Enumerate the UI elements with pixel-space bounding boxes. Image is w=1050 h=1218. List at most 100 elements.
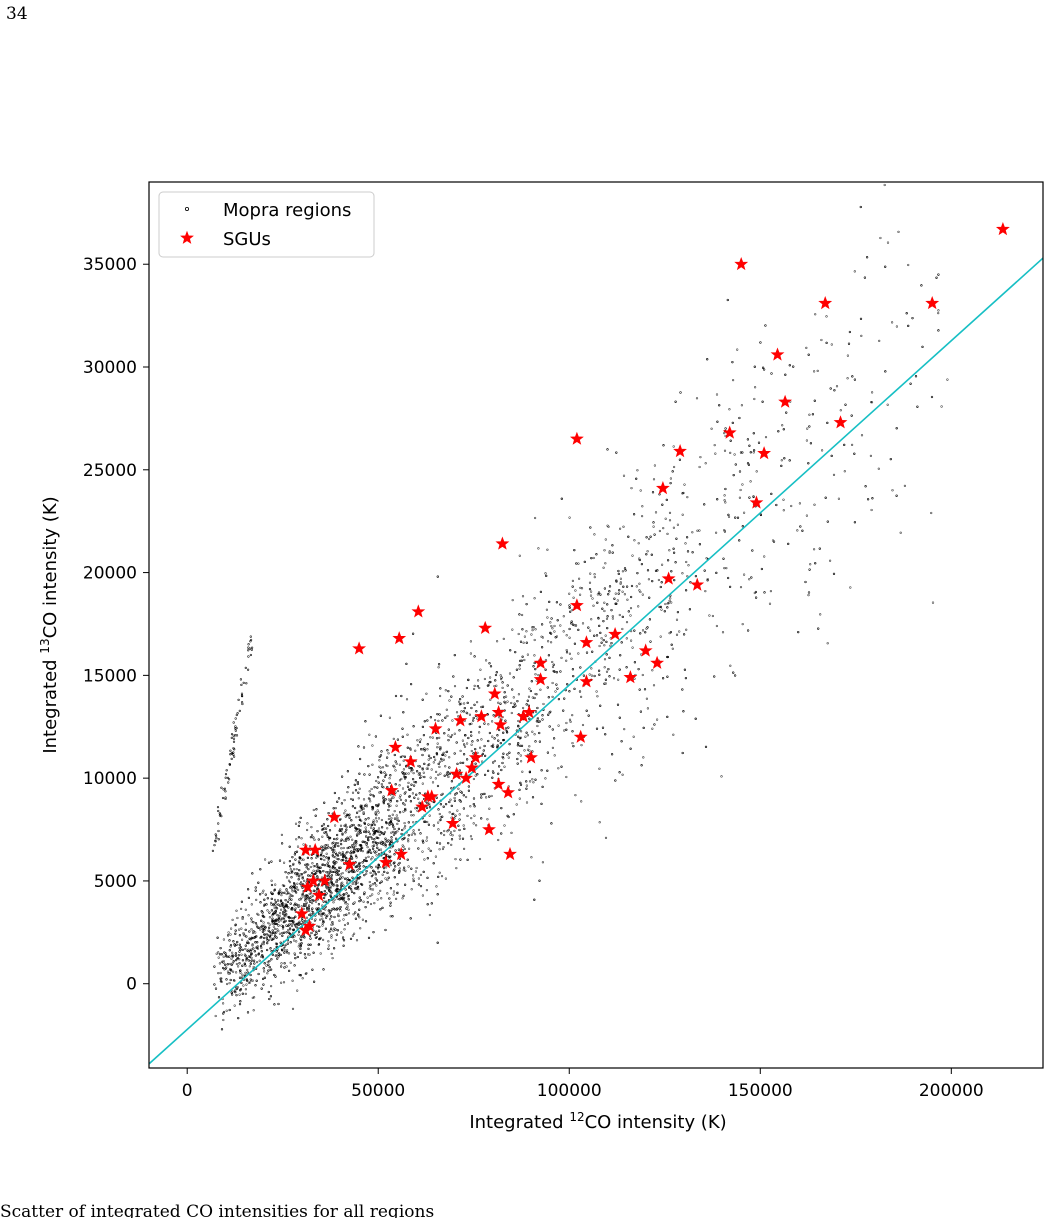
mopra-point [281, 934, 284, 937]
mopra-point [411, 792, 415, 795]
mopra-point [536, 706, 539, 710]
mopra-point [393, 865, 397, 868]
mopra-point [387, 817, 391, 821]
mopra-point [486, 818, 489, 821]
mopra-point [414, 807, 417, 810]
mopra-point [274, 903, 277, 906]
mopra-point [685, 536, 689, 539]
mopra-point [405, 662, 408, 666]
mopra-point [340, 838, 343, 841]
mopra-point [497, 728, 501, 732]
mopra-point [739, 488, 742, 492]
mopra-point [860, 434, 864, 437]
mopra-point [474, 774, 477, 777]
mopra-point [375, 850, 378, 853]
mopra-point [398, 870, 401, 873]
mopra-point [741, 451, 744, 454]
mopra-point [495, 684, 498, 687]
mopra-point [281, 949, 284, 952]
mopra-point [353, 783, 356, 787]
mopra-point [228, 972, 231, 975]
mopra-point [553, 624, 556, 628]
mopra-point [230, 957, 233, 960]
mopra-point [570, 657, 573, 660]
mopra-point [853, 452, 856, 455]
mopra-point [848, 330, 852, 334]
mopra-point [369, 826, 373, 829]
mopra-point [444, 716, 447, 719]
mopra-point [450, 695, 453, 698]
mopra-point [435, 753, 439, 756]
mopra-point [279, 941, 282, 944]
mopra-point [515, 803, 518, 806]
mopra-point [295, 838, 298, 841]
mopra-point [270, 860, 273, 863]
mopra-point [290, 898, 293, 901]
mopra-point [640, 514, 644, 518]
mopra-point [723, 499, 726, 502]
mopra-point [386, 749, 389, 752]
mopra-point [930, 511, 933, 515]
mopra-point [461, 739, 465, 742]
mopra-point [478, 686, 481, 690]
mopra-point [504, 695, 508, 698]
mopra-point [272, 913, 275, 916]
mopra-point [342, 899, 345, 902]
mopra-point [739, 451, 743, 454]
mopra-point [221, 1002, 225, 1005]
mopra-point [346, 922, 350, 925]
mopra-point [272, 904, 275, 907]
mopra-point [404, 776, 407, 779]
mopra-point [232, 978, 236, 982]
mopra-point [403, 821, 406, 825]
mopra-point [454, 857, 457, 861]
mopra-point [341, 936, 345, 939]
mopra-point [636, 571, 639, 575]
mopra-point [346, 850, 349, 854]
mopra-point [371, 847, 375, 850]
mopra-point [907, 263, 910, 267]
mopra-point [315, 863, 319, 866]
mopra-point [426, 748, 429, 751]
mopra-point [298, 862, 301, 865]
mopra-point [376, 776, 380, 779]
mopra-point [604, 634, 607, 637]
mopra-point [610, 608, 613, 612]
mopra-point [572, 596, 575, 599]
mopra-point [250, 917, 253, 920]
mopra-point [328, 912, 331, 915]
mopra-point [568, 516, 571, 519]
mopra-point [688, 608, 692, 611]
mopra-point [373, 832, 377, 835]
mopra-point [260, 925, 263, 929]
mopra-point [503, 765, 506, 768]
mopra-point [322, 907, 325, 910]
mopra-point [291, 935, 295, 939]
mopra-point [224, 967, 227, 970]
mopra-point [517, 719, 520, 723]
mopra-point [655, 718, 659, 721]
mopra-point [462, 743, 466, 746]
mopra-point [377, 830, 380, 834]
mopra-point [347, 786, 350, 789]
mopra-point [559, 670, 562, 673]
mopra-point [429, 776, 432, 779]
mopra-point [368, 848, 371, 852]
mopra-point [577, 652, 580, 655]
mopra-point [706, 579, 709, 582]
mopra-point [387, 802, 390, 806]
mopra-point [288, 916, 291, 920]
mopra-point [611, 615, 614, 618]
mopra-point [309, 943, 312, 946]
mopra-point [251, 996, 254, 1000]
mopra-point [346, 905, 349, 909]
mopra-point [262, 921, 265, 924]
mopra-point [738, 416, 741, 420]
mopra-point [596, 593, 600, 596]
mopra-point [319, 952, 322, 955]
mopra-point [403, 824, 407, 828]
mopra-point [395, 762, 398, 765]
mopra-point [526, 653, 530, 656]
mopra-point [333, 845, 337, 848]
mopra-point [863, 276, 867, 279]
